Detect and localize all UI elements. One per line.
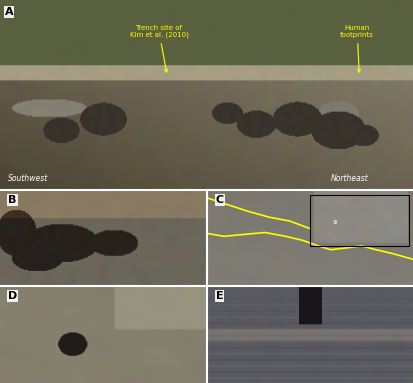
Text: A: A (5, 7, 14, 17)
Bar (310, 195, 409, 246)
Text: Human
footprints: Human footprints (340, 25, 374, 72)
Text: Northeast: Northeast (330, 174, 368, 183)
Text: Trench site of
Kim et al. (2010): Trench site of Kim et al. (2010) (130, 25, 188, 72)
Text: Southwest: Southwest (8, 174, 48, 183)
Text: B: B (8, 195, 17, 205)
Text: D: D (8, 291, 17, 301)
Text: ⊕: ⊕ (332, 220, 337, 226)
Text: E: E (216, 291, 223, 301)
Text: C: C (216, 195, 224, 205)
